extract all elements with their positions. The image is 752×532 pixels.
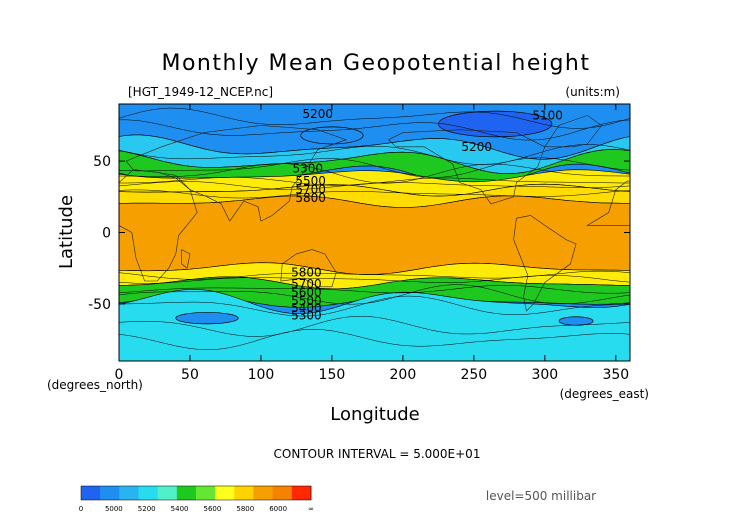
colorbar-label: 5600: [204, 505, 222, 513]
contour-line: [119, 107, 630, 129]
units-label: (units:m): [565, 85, 620, 99]
colorbar-label: 6000: [269, 505, 287, 513]
contour-low: [438, 110, 553, 138]
contour-line: [119, 270, 630, 280]
contour-label: 5100: [532, 108, 563, 122]
x-tick-label: 100: [248, 367, 275, 383]
colorbar-swatch: [234, 486, 254, 500]
x-tick-label: 250: [460, 367, 487, 383]
colorbar-swatch: [196, 486, 216, 500]
colorbar-swatch: [81, 486, 101, 500]
contour-label: 5200: [461, 140, 492, 154]
x-tick-label: 200: [390, 367, 417, 383]
contour-label: 5700: [295, 183, 326, 197]
colorbar-swatch: [291, 486, 312, 500]
colorbar-label: 5800: [236, 505, 254, 513]
plot-area: [119, 104, 630, 361]
contour-line: [119, 144, 630, 165]
contour-line: [119, 284, 630, 305]
contour-label: 5500: [295, 174, 326, 188]
contour-interval-text: CONTOUR INTERVAL = 5.000E+01: [274, 447, 481, 461]
y-unit-label: (degrees_north): [47, 378, 143, 392]
colorbar-swatch: [253, 486, 274, 500]
y-axis-label: Latitude: [56, 195, 77, 269]
contour-label: 5400: [291, 301, 322, 315]
x-tick-label: 300: [531, 367, 558, 383]
x-tick-label: 50: [181, 367, 199, 383]
colorbar-swatch: [272, 486, 293, 500]
x-unit-label: (degrees_east): [560, 387, 649, 401]
contour-line: [119, 163, 630, 184]
coastline: [544, 115, 603, 148]
contour-label: 5200: [302, 107, 333, 121]
axes: 0 50 100 150 200 250 300 350 -50 0 50: [88, 104, 630, 383]
contour-low: [558, 316, 594, 326]
coastline: [125, 125, 348, 222]
colorbar-swatch: [157, 486, 178, 500]
chart-title: Monthly Mean Geopotential height: [161, 51, 590, 76]
file-label: [HGT_1949-12_NCEP.nc]: [128, 85, 273, 99]
y-tick-label: 50: [93, 154, 111, 170]
colorbar-swatch: [100, 486, 120, 500]
coastline: [181, 249, 191, 269]
contour-line: [119, 329, 630, 350]
coastline: [513, 215, 577, 312]
colorbar-swatch: [176, 486, 197, 500]
level-text: level=500 millibar: [486, 489, 596, 503]
x-tick-label: 150: [319, 367, 346, 383]
contour-line: [119, 119, 630, 141]
contour-low: [175, 312, 239, 325]
contour-label: 5600: [291, 285, 322, 299]
colorbar-swatch: [119, 486, 139, 500]
coastline: [388, 129, 546, 205]
y-tick-label: 0: [102, 226, 111, 242]
contour-line: [119, 181, 630, 190]
contour-line: [119, 157, 630, 178]
colorbar-label: 5400: [171, 505, 189, 513]
colorbar-label: ∞: [308, 505, 314, 513]
contour-labels: 5200 510052005300550057005800580057005600…: [291, 107, 563, 322]
x-axis-label: Longitude: [330, 404, 420, 425]
contour-label: 5800: [291, 265, 322, 279]
colorbar: 0 5000 5200 5400 5600 5800 6000 ∞: [79, 485, 314, 513]
coastline: [280, 249, 337, 288]
colorbar-frame: [80, 485, 312, 501]
contour-label: 5500: [291, 294, 322, 308]
contour-line: [119, 315, 630, 337]
colorbar-label: 5000: [105, 505, 123, 513]
colorbar-label: 5200: [138, 505, 156, 513]
contour-line: [119, 295, 630, 317]
colorbar-label: 0: [79, 505, 83, 513]
contour-line: [119, 275, 630, 284]
contour-label: 5700: [291, 277, 322, 291]
contour-band: [119, 289, 630, 361]
y-tick-label: -50: [88, 297, 111, 313]
coastline: [119, 169, 198, 282]
colorbar-swatch: [215, 486, 235, 500]
contour-line: [119, 285, 630, 294]
x-tick-label: 0: [115, 367, 124, 383]
x-tick-label: 350: [602, 367, 629, 383]
coastline: [586, 180, 630, 226]
contour-label: 5300: [291, 308, 322, 322]
colorbar-swatch: [138, 486, 159, 500]
contour-label: 5800: [295, 191, 326, 205]
contour-label: 5300: [293, 161, 324, 175]
